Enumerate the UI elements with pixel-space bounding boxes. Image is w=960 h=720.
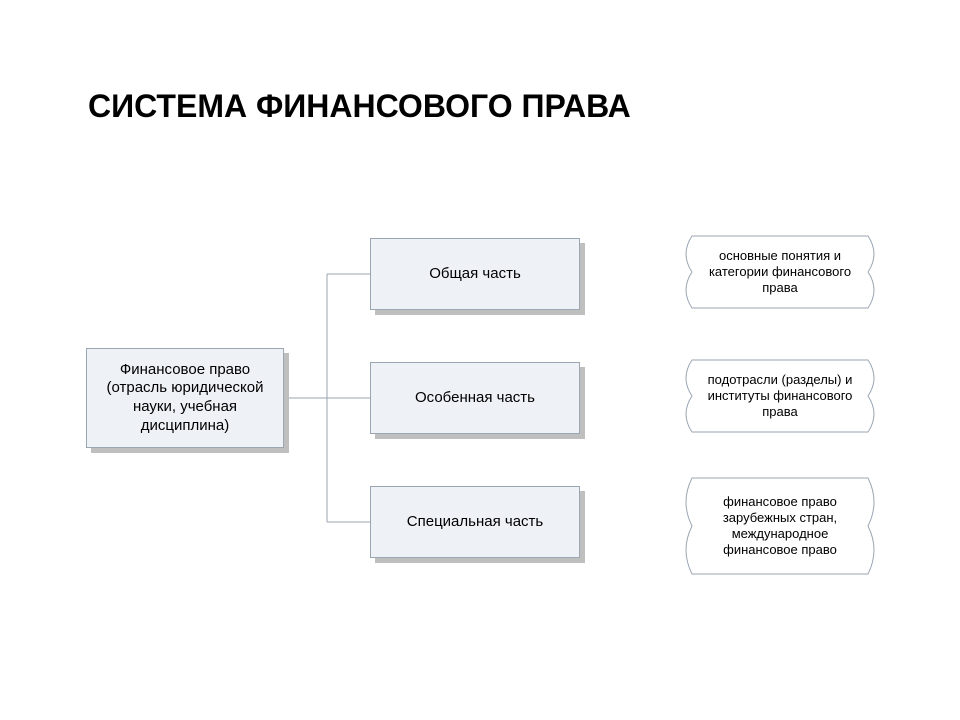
note-label: подотрасли (разделы) и институты финансо… (696, 372, 864, 421)
note-box: подотрасли (разделы) и институты финансо… (696, 360, 864, 432)
note-label: основные понятия и категории финансового… (696, 248, 864, 297)
note-label: финансовое право зарубежных стран, между… (696, 494, 864, 559)
note-box: финансовое право зарубежных стран, между… (696, 478, 864, 574)
note-box: основные понятия и категории финансового… (696, 236, 864, 308)
